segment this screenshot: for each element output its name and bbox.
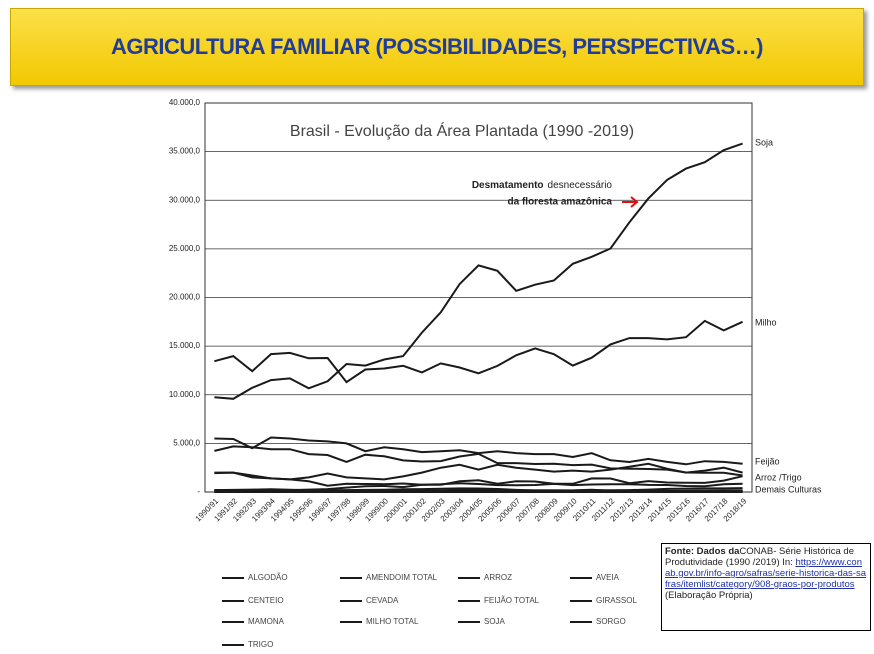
y-tick-label: 15.000,0	[169, 341, 201, 350]
y-tick-label: 35.000,0	[169, 147, 201, 156]
legend-label: AVEIA	[596, 573, 620, 582]
source-box: Fonte: Dados daCONAB- Série Histórica de…	[661, 543, 871, 631]
series-line	[214, 471, 743, 487]
series-line	[214, 319, 744, 384]
slide-title: AGRICULTURA FAMILIAR (POSSIBILIDADES, PE…	[10, 8, 864, 86]
legend-label: MILHO TOTAL	[366, 617, 419, 626]
series-line	[214, 488, 743, 493]
series-annotation: Milho	[755, 317, 777, 327]
y-tick-label: 25.000,0	[169, 244, 201, 253]
legend-label: SORGO	[596, 617, 626, 626]
y-tick-label: 30.000,0	[169, 195, 201, 204]
legend-label: CEVADA	[366, 596, 399, 605]
red-arrow	[622, 196, 639, 208]
y-tick-label: 20.000,0	[169, 293, 201, 302]
legend-label: SOJA	[484, 617, 506, 626]
legend-label: TRIGO	[248, 640, 273, 649]
note-text: desnecessário	[548, 180, 613, 191]
series-annotation: Soja	[755, 137, 773, 147]
legend-label: FEIJÃO TOTAL	[484, 596, 540, 605]
series-annotation: Feijão	[755, 456, 780, 466]
y-tick-label: 5.000,0	[173, 438, 200, 447]
series-annotation: Demais Culturas	[755, 484, 822, 494]
note-bold: Desmatamento	[472, 180, 544, 191]
series-line	[214, 142, 743, 400]
legend-label: AMENDOIM TOTAL	[366, 573, 438, 582]
series-line	[214, 436, 743, 466]
source-text: CONAB- Série Histórica de Produtividade …	[665, 546, 854, 568]
legend-label: MAMONA	[248, 617, 285, 626]
y-tick-label: 10.000,0	[169, 390, 201, 399]
legend-label: GIRASSOL	[596, 596, 637, 605]
series-line	[214, 462, 743, 481]
y-tick-label: -	[197, 487, 200, 496]
deforestation-note-2: da floresta amazônica	[508, 197, 613, 208]
series-line	[214, 482, 743, 492]
source-link[interactable]: https://www.conab.gov.br/info-agro/safra…	[665, 557, 866, 590]
series-annotation: Arroz /Trigo	[755, 472, 802, 482]
legend-label: ARROZ	[484, 573, 512, 582]
legend-label: ALGODÃO	[248, 573, 288, 582]
source-suffix: (Elaboração Própria)	[665, 590, 753, 601]
y-tick-label: 40.000,0	[169, 98, 201, 107]
chart-title: Brasil - Evolução da Área Plantada (1990…	[290, 121, 634, 140]
legend-label: CENTEIO	[248, 596, 284, 605]
source-label: Fonte: Dados da	[665, 546, 740, 557]
deforestation-note: Desmatamento desnecessário	[472, 180, 613, 191]
